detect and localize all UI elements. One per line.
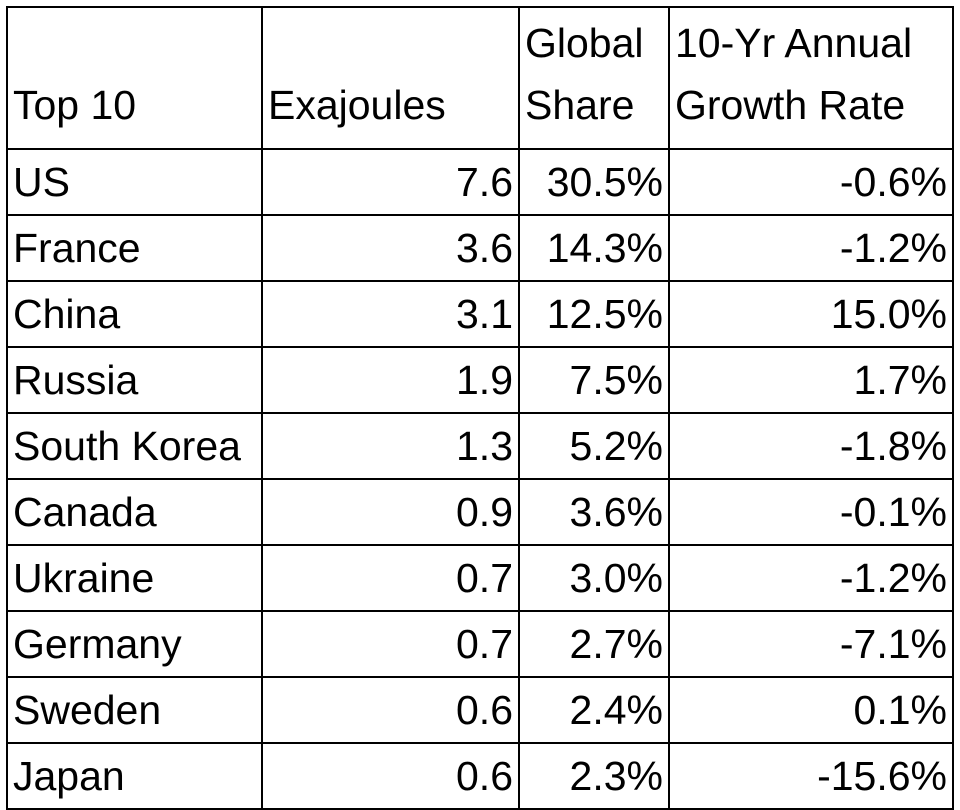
header-growth-rate-line-1: 10-Yr Annual bbox=[675, 20, 913, 66]
table-row: South Korea 1.3 5.2% -1.8% bbox=[6, 412, 954, 480]
cell-country: Sweden bbox=[6, 676, 263, 744]
cell-country: US bbox=[6, 148, 263, 216]
cell-global-share: 3.0% bbox=[518, 544, 670, 612]
cell-global-share: 2.3% bbox=[518, 742, 670, 810]
cell-exajoules: 0.6 bbox=[261, 676, 520, 744]
cell-growth-rate: -0.6% bbox=[668, 148, 954, 216]
header-global-share-line-1: Global bbox=[525, 20, 644, 66]
cell-global-share: 5.2% bbox=[518, 412, 670, 480]
table-row: Japan 0.6 2.3% -15.6% bbox=[6, 742, 954, 810]
cell-growth-rate: -1.8% bbox=[668, 412, 954, 480]
cell-country: France bbox=[6, 214, 263, 282]
cell-growth-rate: -15.6% bbox=[668, 742, 954, 810]
cell-country: Canada bbox=[6, 478, 263, 546]
table-row: France 3.6 14.3% -1.2% bbox=[6, 214, 954, 282]
table-row: Sweden 0.6 2.4% 0.1% bbox=[6, 676, 954, 744]
cell-growth-rate: -1.2% bbox=[668, 544, 954, 612]
table-row: US 7.6 30.5% -0.6% bbox=[6, 148, 954, 216]
cell-global-share: 2.4% bbox=[518, 676, 670, 744]
cell-global-share: 3.6% bbox=[518, 478, 670, 546]
header-growth-rate-line-2: Growth Rate bbox=[675, 82, 906, 128]
cell-country: South Korea bbox=[6, 412, 263, 480]
header-country: Top 10 bbox=[6, 6, 263, 150]
table-body: US 7.6 30.5% -0.6% France 3.6 14.3% -1.2% China 3… bbox=[6, 148, 954, 810]
cell-growth-rate: 15.0% bbox=[668, 280, 954, 348]
cell-growth-rate: -7.1% bbox=[668, 610, 954, 678]
header-row: Top 10 Exajoules Global Share 10-Yr Annu… bbox=[6, 6, 954, 150]
cell-growth-rate: 0.1% bbox=[668, 676, 954, 744]
data-table: Top 10 Exajoules Global Share 10-Yr Annu… bbox=[6, 6, 954, 810]
cell-global-share: 30.5% bbox=[518, 148, 670, 216]
header-exajoules-line: Exajoules bbox=[268, 82, 446, 128]
cell-global-share: 12.5% bbox=[518, 280, 670, 348]
cell-growth-rate: -0.1% bbox=[668, 478, 954, 546]
header-exajoules: Exajoules bbox=[261, 6, 520, 150]
cell-country: Germany bbox=[6, 610, 263, 678]
header-global-share: Global Share bbox=[518, 6, 670, 150]
cell-exajoules: 7.6 bbox=[261, 148, 520, 216]
cell-exajoules: 0.9 bbox=[261, 478, 520, 546]
cell-global-share: 2.7% bbox=[518, 610, 670, 678]
cell-exajoules: 3.6 bbox=[261, 214, 520, 282]
cell-global-share: 14.3% bbox=[518, 214, 670, 282]
cell-exajoules: 3.1 bbox=[261, 280, 520, 348]
table-row: Germany 0.7 2.7% -7.1% bbox=[6, 610, 954, 678]
header-growth-rate: 10-Yr Annual Growth Rate bbox=[668, 6, 954, 150]
table-row: China 3.1 12.5% 15.0% bbox=[6, 280, 954, 348]
cell-exajoules: 0.7 bbox=[261, 610, 520, 678]
cell-global-share: 7.5% bbox=[518, 346, 670, 414]
cell-country: China bbox=[6, 280, 263, 348]
cell-country: Russia bbox=[6, 346, 263, 414]
cell-growth-rate: -1.2% bbox=[668, 214, 954, 282]
cell-exajoules: 1.3 bbox=[261, 412, 520, 480]
cell-growth-rate: 1.7% bbox=[668, 346, 954, 414]
cell-exajoules: 0.7 bbox=[261, 544, 520, 612]
table-row: Russia 1.9 7.5% 1.7% bbox=[6, 346, 954, 414]
cell-country: Ukraine bbox=[6, 544, 263, 612]
cell-exajoules: 0.6 bbox=[261, 742, 520, 810]
table-row: Ukraine 0.7 3.0% -1.2% bbox=[6, 544, 954, 612]
cell-country: Japan bbox=[6, 742, 263, 810]
header-global-share-line-2: Share bbox=[525, 82, 635, 128]
cell-exajoules: 1.9 bbox=[261, 346, 520, 414]
table-row: Canada 0.9 3.6% -0.1% bbox=[6, 478, 954, 546]
header-country-line: Top 10 bbox=[13, 82, 137, 128]
